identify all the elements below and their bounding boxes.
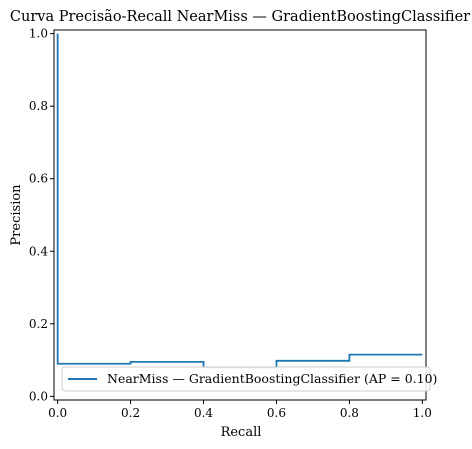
plot-area xyxy=(53,29,427,401)
chart-title: Curva Precisão-Recall NearMiss — Gradien… xyxy=(10,9,470,25)
legend-entry: NearMiss — GradientBoostingClassifier (A… xyxy=(107,371,437,386)
y-tick-label: 0.8 xyxy=(29,99,48,113)
plot-frame xyxy=(53,29,427,401)
y-tick-label: 0.4 xyxy=(29,244,48,258)
x-axis: 0.0 0.2 0.4 0.6 0.8 1.0 xyxy=(48,400,432,420)
x-tick-label: 1.0 xyxy=(413,406,432,420)
y-axis-label: Precision xyxy=(9,184,24,246)
y-tick-label: 0.2 xyxy=(29,317,48,331)
x-tick-label: 0.2 xyxy=(121,406,140,420)
y-tick-label: 0.6 xyxy=(29,172,48,186)
y-tick-label: 0.0 xyxy=(29,389,48,403)
legend-box xyxy=(61,366,431,392)
x-tick-label: 0.4 xyxy=(194,406,213,420)
y-tick-label: 1.0 xyxy=(29,27,48,41)
y-axis: 0.0 0.2 0.4 0.6 0.8 1.0 xyxy=(29,27,54,403)
x-tick-label: 0.8 xyxy=(340,406,359,420)
series-layer xyxy=(56,33,423,369)
x-tick-label: 0.0 xyxy=(48,406,67,420)
series-line xyxy=(56,33,423,369)
x-axis-label: Recall xyxy=(221,425,262,440)
legend: NearMiss — GradientBoostingClassifier (A… xyxy=(61,366,437,392)
x-tick-label: 0.6 xyxy=(267,406,286,420)
